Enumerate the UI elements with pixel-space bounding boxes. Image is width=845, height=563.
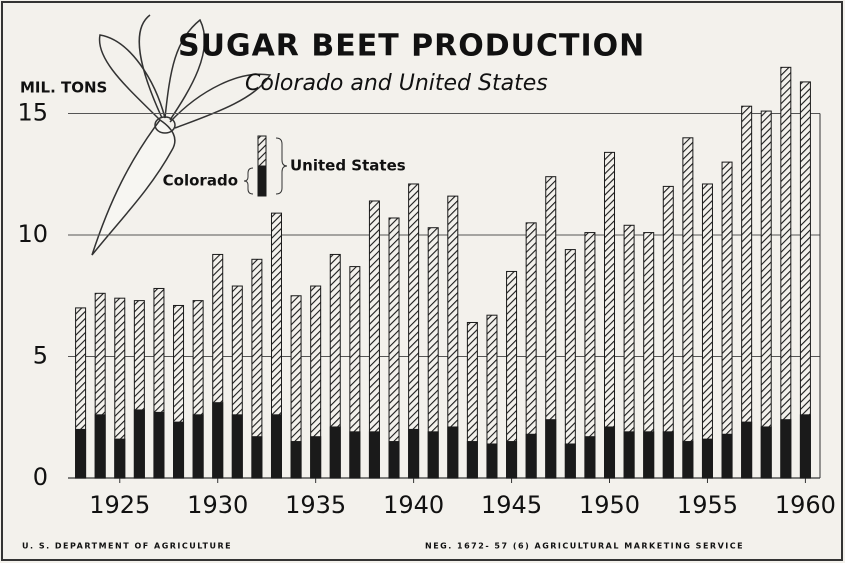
bar [623,431,635,479]
bar [310,436,322,479]
bar [584,436,596,479]
bar [349,431,361,479]
bar [388,441,400,479]
x-tick-label: 1940 [383,491,444,519]
bar [701,438,713,479]
bar [466,441,478,479]
chart-subtitle: Colorado and United States [245,71,548,96]
bar [545,419,557,479]
y-tick-label: 15 [17,99,48,127]
bar [231,414,243,479]
bar [153,411,165,479]
bar [799,414,811,479]
bar [75,428,87,479]
bar [368,431,380,479]
bar [604,426,616,479]
bar [114,438,126,479]
bar [427,431,439,479]
bar [388,217,400,479]
x-tick-label: 1955 [677,491,738,519]
bar [94,414,106,479]
bar [270,414,282,479]
bar [486,443,498,479]
x-tick-label: 1930 [187,491,248,519]
bar [329,426,341,479]
x-tick-label: 1960 [775,491,836,519]
bar [251,436,263,479]
bar [721,433,733,479]
bar [525,433,537,479]
legend-bracket [243,167,254,195]
bar [133,409,145,479]
bar [721,161,733,479]
beet-illustration [91,14,272,256]
bar [643,431,655,479]
bar [682,137,694,479]
footer-right: NEG. 1672- 57 (6) AGRICULTURAL MARKETING… [425,542,744,551]
bar [564,443,576,479]
x-tick-label: 1945 [481,491,542,519]
bar [506,441,518,479]
bar [290,441,302,479]
bar [760,110,772,479]
x-tick-label: 1935 [285,491,346,519]
x-tick-label: 1925 [89,491,150,519]
x-tick-label: 1950 [579,491,640,519]
footer-left: U. S. DEPARTMENT OF AGRICULTURE [22,542,232,551]
bar [780,66,792,479]
bar [408,428,420,479]
chart-title: SUGAR BEET PRODUCTION [178,29,645,64]
bar [741,421,753,479]
bar [173,421,185,479]
bar [701,183,713,479]
bar [780,419,792,479]
legend-label: Colorado [163,172,238,190]
legend-swatch [257,165,267,197]
y-tick-label: 0 [33,463,48,491]
bar [760,426,772,479]
legend-bracket [275,137,288,195]
y-tick-label: 5 [33,342,48,370]
bar [662,431,674,479]
y-axis-label: MIL. TONS [20,79,107,97]
bar [192,414,204,479]
bar [447,426,459,479]
bar [682,441,694,479]
bar [212,402,224,479]
y-tick-label: 10 [17,220,48,248]
legend-label: United States [290,157,406,175]
